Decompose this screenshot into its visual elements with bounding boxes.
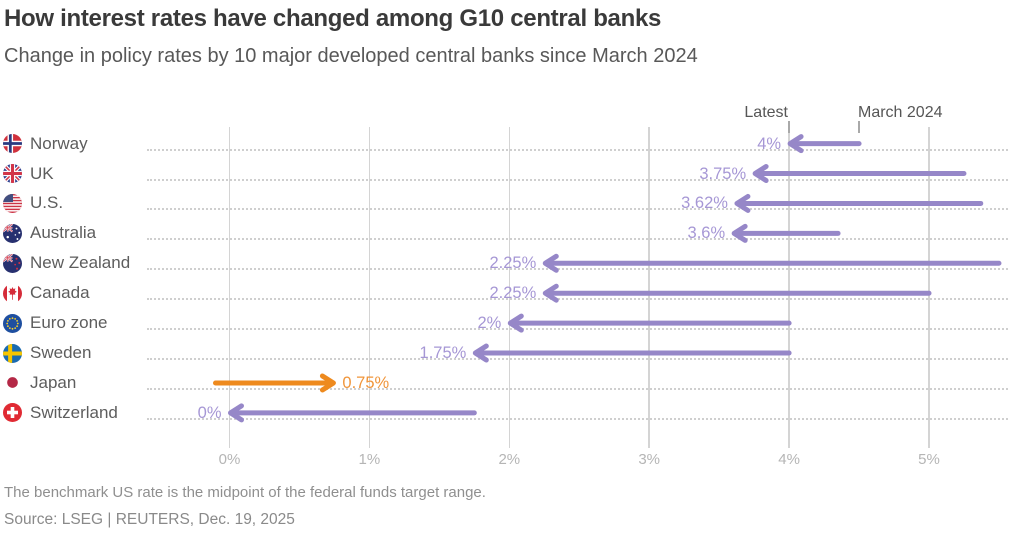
country-label: UK [30, 163, 54, 183]
x-axis-tick-label: 5% [918, 451, 940, 468]
country-flag [3, 403, 22, 423]
country-flag [3, 253, 22, 273]
source-line: Source: LSEG | REUTERS, Dec. 19, 2025 [4, 511, 295, 528]
gridline [788, 127, 790, 448]
row-leader-dotted-line [147, 298, 1008, 301]
country-flag [3, 343, 22, 363]
row-leader-dotted-line [147, 208, 1008, 211]
march-2024-annotation-label: March 2024 [858, 104, 943, 121]
rate-value-label: 4% [757, 134, 782, 153]
euro-flag-icon [3, 313, 22, 333]
new-zealand-flag-icon [3, 253, 22, 273]
us-flag-icon [3, 193, 22, 213]
rate-value-label: 2.25% [489, 254, 537, 273]
row-leader-dotted-line [147, 148, 1008, 151]
row-leader-dotted-line [147, 417, 1008, 420]
rate-value-label: 1.75% [419, 344, 467, 363]
canada-flag-icon [3, 283, 22, 303]
country-flag [3, 134, 22, 154]
country-flag [3, 283, 22, 303]
x-axis-tick-label: 0% [218, 451, 241, 468]
chart-title: How interest rates have changed among G1… [4, 5, 662, 32]
country-label: Sweden [30, 343, 92, 363]
footnote: The benchmark US rate is the midpoint of… [4, 484, 486, 501]
country-flag [3, 193, 22, 213]
country-label: New Zealand [30, 253, 131, 273]
uk-flag-icon [3, 164, 22, 184]
chart-latest-tick [788, 121, 790, 133]
country-flag [3, 313, 22, 333]
country-label: Switzerland [30, 402, 118, 422]
row-leader-dotted-line [147, 328, 1008, 331]
australia-flag-icon [3, 223, 22, 243]
rate-value-label: 0% [197, 403, 222, 422]
country-flag [3, 373, 22, 393]
gridline [508, 127, 511, 448]
country-flag [3, 164, 22, 184]
row-leader-dotted-line [147, 238, 1008, 241]
row-leader-dotted-line [147, 358, 1008, 361]
x-axis-tick-label: 1% [358, 451, 381, 468]
chart-subtitle: Change in policy rates by 10 major devel… [4, 45, 698, 67]
x-axis-tick-label: 3% [638, 451, 661, 468]
sweden-flag-icon [3, 343, 22, 363]
x-axis-tick-label: 2% [498, 451, 521, 468]
row-leader-dotted-line [147, 268, 1008, 271]
rate-value-label: 2% [477, 314, 502, 333]
country-label: Euro zone [30, 313, 108, 333]
norway-flag-icon [3, 134, 22, 154]
country-label: Japan [30, 372, 77, 392]
switzerland-flag-icon [3, 403, 22, 423]
rate-value-label: 3.62% [681, 194, 728, 213]
rate-value-label: 3.6% [687, 224, 726, 243]
rate-value-label: 2.25% [489, 284, 537, 303]
country-label: Australia [30, 223, 97, 243]
country-label: U.S. [30, 193, 64, 213]
country-flag [3, 223, 22, 243]
gridline [228, 127, 231, 448]
japan-flag-icon [3, 373, 22, 393]
country-label: Norway [30, 133, 88, 153]
chart-march-tick [858, 121, 860, 133]
rate-value-label: 3.75% [699, 164, 747, 183]
gridline [368, 127, 371, 448]
row-leader-dotted-line [147, 387, 1008, 390]
latest-annotation-label: Latest [744, 104, 788, 121]
rate-value-label: 0.75% [342, 373, 390, 392]
row-leader-dotted-line [147, 178, 1008, 181]
gridline [648, 127, 650, 448]
x-axis-tick-label: 4% [778, 451, 800, 468]
country-label: Canada [30, 283, 90, 303]
gridline [928, 127, 930, 448]
